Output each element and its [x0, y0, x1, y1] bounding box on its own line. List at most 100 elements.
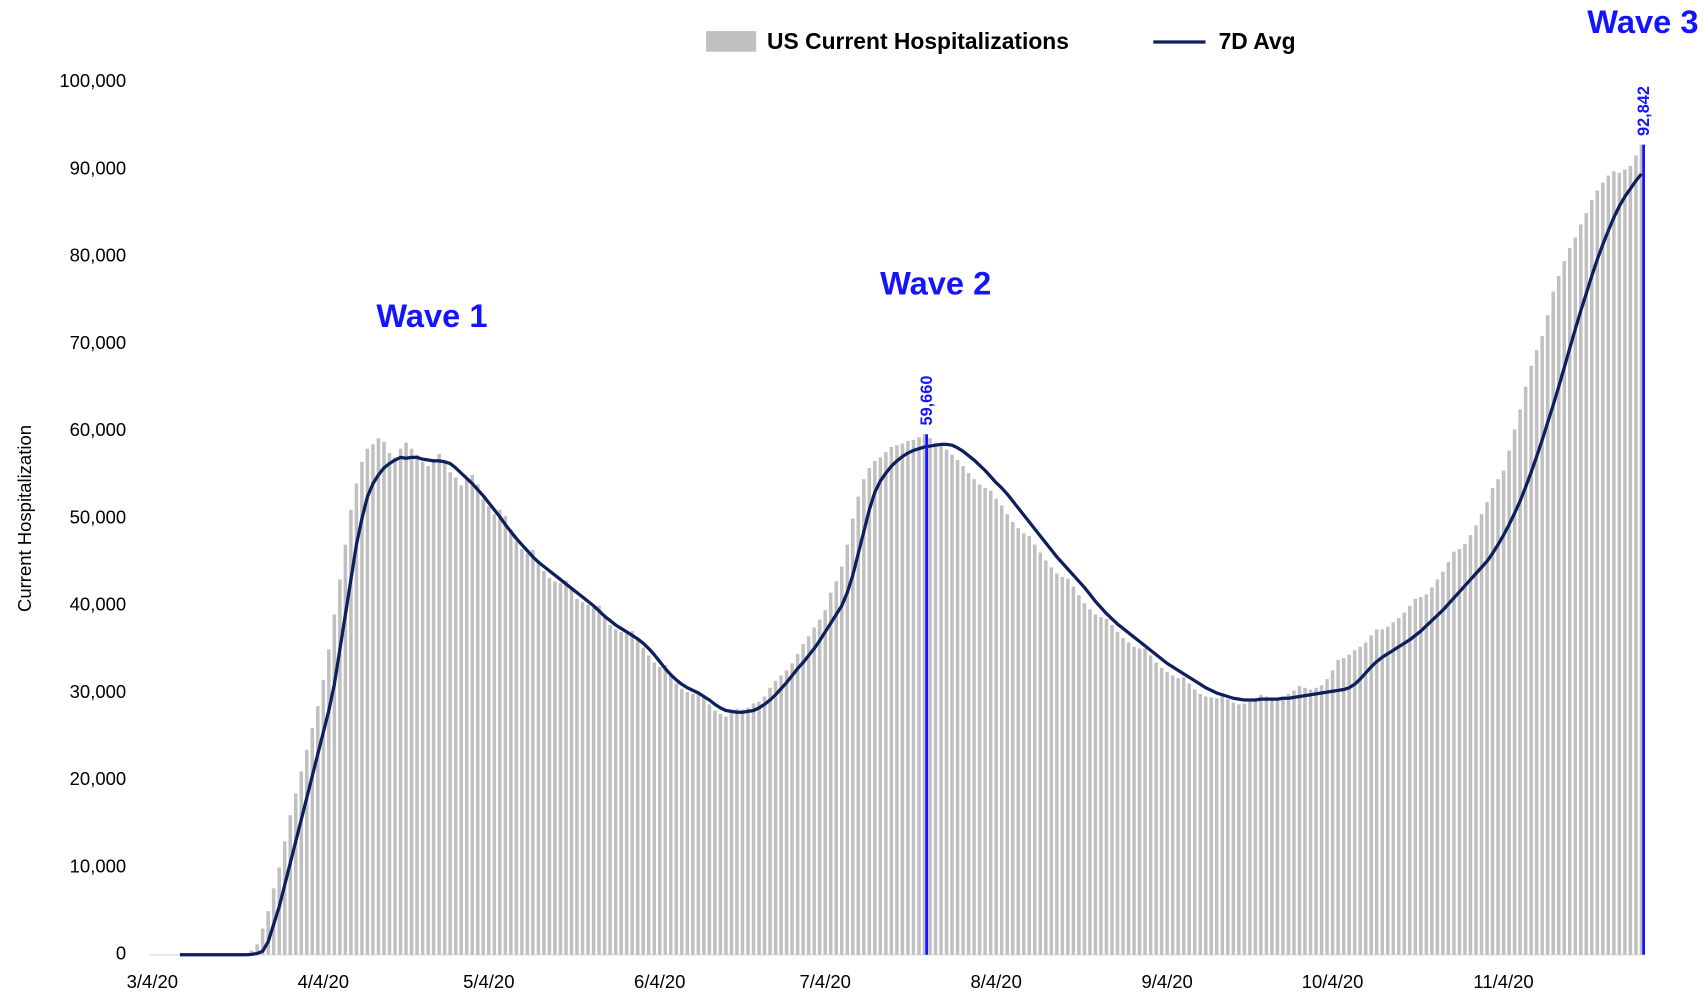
- bar: [1452, 551, 1456, 955]
- bar: [1496, 479, 1500, 955]
- bar: [751, 703, 756, 955]
- bar: [1148, 655, 1153, 955]
- bar: [459, 485, 463, 955]
- bar: [1220, 695, 1225, 955]
- bar: [349, 509, 353, 955]
- bar: [1601, 182, 1605, 955]
- bar: [817, 619, 822, 955]
- bar: [652, 662, 657, 955]
- bar: [1529, 365, 1533, 955]
- bar: [547, 577, 552, 955]
- bar: [409, 448, 414, 955]
- bar: [426, 466, 430, 955]
- bar: [729, 711, 734, 955]
- bar: [1170, 675, 1175, 955]
- bar: [1606, 175, 1611, 955]
- bar: [382, 441, 386, 955]
- bar: [327, 649, 331, 955]
- bar: [812, 627, 816, 955]
- x-tick-label: 7/4/20: [800, 971, 851, 992]
- bar: [1457, 549, 1462, 955]
- bar: [889, 446, 894, 955]
- bar: [1612, 171, 1616, 955]
- x-tick-label: 6/4/20: [634, 971, 685, 992]
- bar: [597, 605, 601, 955]
- bar: [1463, 543, 1467, 955]
- bar: [1501, 470, 1506, 955]
- bar: [553, 581, 557, 955]
- bar: [431, 459, 436, 955]
- x-tick-label: 3/4/20: [127, 971, 178, 992]
- bar: [1551, 291, 1555, 955]
- bar: [1347, 654, 1351, 955]
- bar: [1319, 685, 1324, 955]
- bar: [453, 477, 458, 955]
- bar: [955, 460, 960, 955]
- bar: [1016, 528, 1020, 955]
- bar: [674, 683, 679, 955]
- bar: [338, 579, 342, 955]
- bar: [939, 445, 943, 955]
- bar: [1490, 487, 1495, 955]
- bar: [1159, 667, 1164, 955]
- bar: [1424, 594, 1429, 955]
- bar: [669, 673, 673, 955]
- bar: [630, 631, 634, 955]
- bar: [602, 614, 607, 955]
- bar: [685, 692, 690, 955]
- bar: [1121, 638, 1125, 955]
- bar: [387, 453, 392, 955]
- bar: [1639, 144, 1644, 955]
- bar: [321, 679, 326, 955]
- bar: [1137, 648, 1142, 955]
- bar: [1082, 603, 1087, 955]
- bar: [862, 479, 866, 955]
- bar: [1143, 648, 1147, 955]
- bar: [1010, 521, 1015, 955]
- bar: [492, 514, 497, 955]
- bar: [282, 841, 287, 955]
- bar: [1192, 689, 1197, 955]
- bar: [1033, 544, 1037, 955]
- bar: [691, 693, 695, 955]
- legend-label: 7D Avg: [1219, 28, 1296, 54]
- bar: [1181, 677, 1186, 955]
- bar: [718, 713, 723, 955]
- bar: [1187, 683, 1191, 955]
- bar: [420, 461, 425, 955]
- annotation: Wave 2: [880, 264, 991, 301]
- bar: [448, 472, 452, 955]
- bar: [624, 633, 629, 955]
- bar: [591, 607, 596, 955]
- bar: [1088, 609, 1092, 955]
- bar: [878, 457, 883, 955]
- bar: [1027, 535, 1032, 955]
- bar: [1562, 261, 1566, 955]
- bar: [1286, 693, 1291, 955]
- bar: [911, 439, 916, 955]
- bar: [360, 461, 364, 955]
- bar: [906, 440, 910, 955]
- bar: [1303, 687, 1307, 955]
- bar: [470, 474, 475, 955]
- bar: [503, 515, 508, 955]
- bar: [1038, 552, 1043, 955]
- bar: [928, 438, 932, 955]
- bar: [757, 701, 761, 955]
- bar: [1275, 699, 1280, 955]
- value-label: 92,842: [1635, 86, 1653, 136]
- bar: [779, 675, 783, 955]
- bar: [1369, 635, 1373, 955]
- y-tick-label: 70,000: [70, 332, 127, 353]
- bar: [569, 589, 574, 955]
- bar: [1281, 697, 1285, 955]
- y-tick-label: 10,000: [70, 855, 127, 876]
- bar: [740, 709, 745, 955]
- y-tick-label: 60,000: [70, 419, 127, 440]
- bar: [542, 570, 546, 955]
- bar: [1584, 213, 1589, 955]
- bar: [1132, 646, 1136, 955]
- legend-label: US Current Hospitalizations: [767, 28, 1069, 54]
- bar: [657, 666, 662, 955]
- bar: [851, 518, 855, 955]
